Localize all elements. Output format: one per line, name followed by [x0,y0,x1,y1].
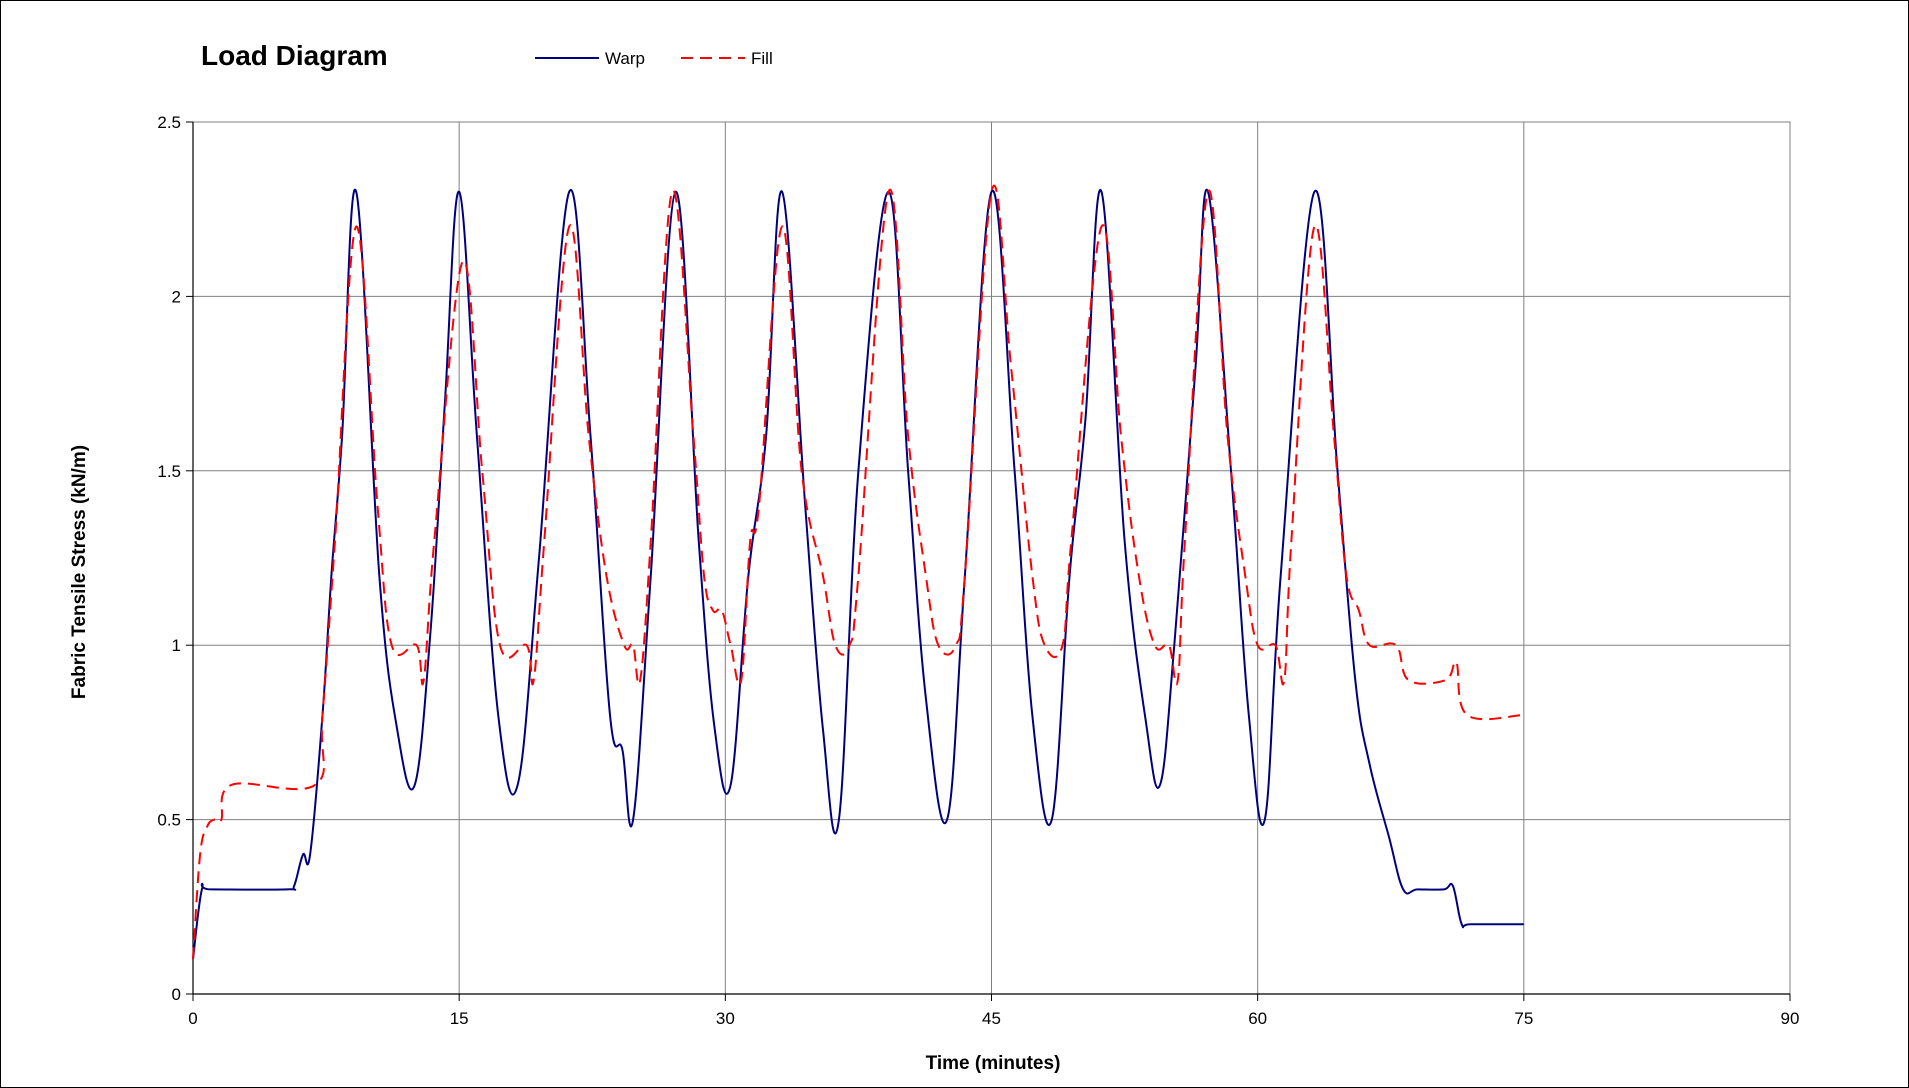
x-axis-title: Time (minutes) [926,1053,1061,1074]
y-tick-label: 1.5 [157,462,181,481]
y-tick-label: 0 [172,985,181,1004]
y-axis-title: Fabric Tensile Stress (kN/m) [69,445,90,699]
x-tick-label: 0 [188,1009,197,1028]
y-tick-label: 1 [172,636,181,655]
y-tick-label: 0.5 [157,811,181,830]
y-tick-label: 2 [172,287,181,306]
chart-title: Load Diagram [201,40,388,71]
x-tick-label: 60 [1248,1009,1267,1028]
series-fill-line [192,184,1524,960]
y-tick-label: 2.5 [157,113,181,132]
x-tick-label: 90 [1781,1009,1800,1028]
grid [192,121,1791,995]
x-tick-label: 15 [450,1009,469,1028]
series-layer [192,184,1524,960]
legend-warp-label: Warp [605,49,645,68]
x-tick-label: 45 [982,1009,1001,1028]
legend-fill-label: Fill [751,49,773,68]
series-warp-line [192,188,1524,960]
legend: Warp Fill [535,49,773,68]
x-tick-label: 30 [716,1009,735,1028]
axes: 0 15 30 45 60 75 90 0 0.5 1 1.5 2 2.5 [157,113,1799,1028]
x-tick-label: 75 [1514,1009,1533,1028]
